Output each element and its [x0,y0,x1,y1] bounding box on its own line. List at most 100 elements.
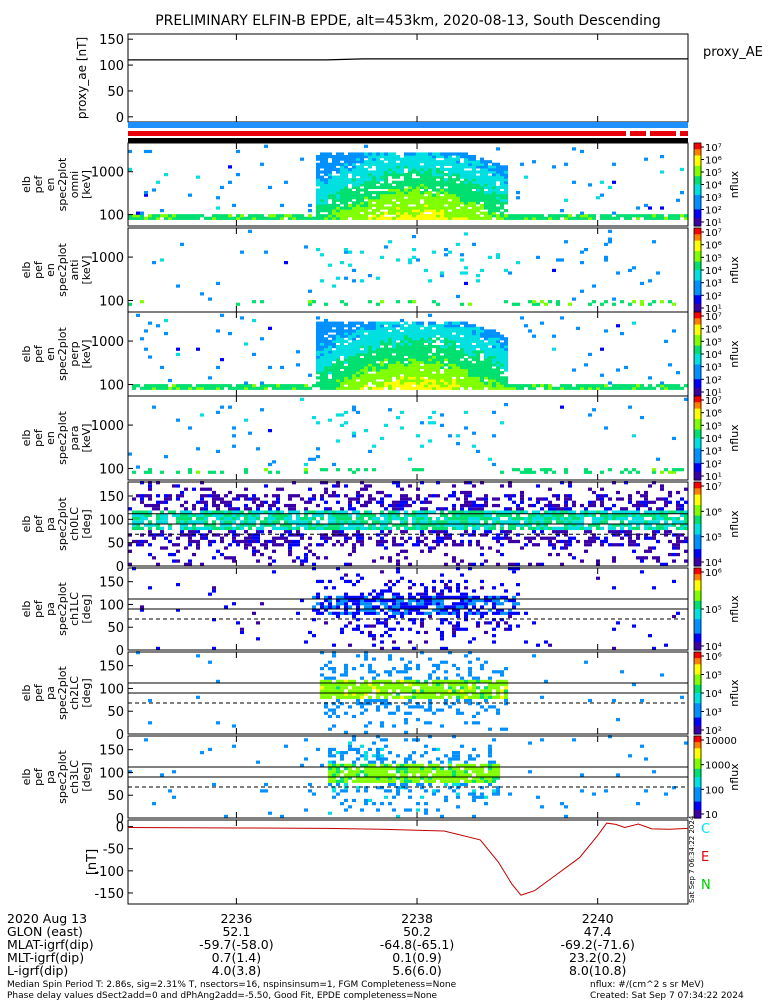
en-perp-cell [400,326,404,330]
pa-ch0-cell [676,539,680,544]
en-omni-cell [392,165,396,169]
pa-ch0-cbar-seg [694,511,701,515]
en-omni-cell [264,216,268,220]
pa-ch0-cell [284,526,288,531]
en-perp-cell [248,384,252,388]
en-omni-cell [364,206,368,210]
pa-ch0-cell [648,536,652,540]
en-omni-cell [500,198,504,202]
pa-ch0-cell [588,500,592,504]
en-para-cell [304,470,308,474]
en-perp-cell [164,384,168,388]
pa-ch0-cell [420,513,424,517]
en-para-cell [584,468,588,472]
en-perp-cell [260,337,264,341]
en-perp-cell [380,368,384,372]
pa-ch0-cell [224,503,228,508]
en-perp-cell [364,363,368,367]
en-omni-cell [492,191,496,195]
en-omni-cell [544,216,548,220]
en-omni-cell [368,206,372,210]
pa-ch0-cell [472,533,476,537]
pa-ch0-cell [160,546,164,550]
pa-ch0-cell [468,543,472,547]
en-para-cbar-ticklabel: 10⁵ [705,421,722,432]
en-omni-cell [460,155,464,159]
en-omni-cell [576,214,580,218]
en-omni-cell [452,173,456,177]
en-perp-cell [336,324,340,328]
pa-ch0-cell [380,500,384,504]
pa-ch0-cell [316,503,320,508]
en-omni-cell [368,170,372,174]
pa-ch0-cell [240,513,244,517]
en-perp-cell [400,337,404,341]
en-perp-cell [388,371,392,375]
pa-ch1-cell [348,643,352,647]
en-omni-cell [360,170,364,174]
en-omni-cell [476,160,480,164]
pa-ch0-cell [356,490,360,495]
pa-ch0-cell [412,510,416,514]
en-omni-cell [488,198,492,202]
en-perp-cell [400,368,404,372]
pa-ch0-cell [184,520,188,524]
en-para-cell [340,413,344,417]
pa-ch0-cell [564,533,568,537]
en-perp-cell [280,365,284,370]
pa-ch1-cell [348,621,352,625]
en-omni-cell [420,180,424,184]
en-perp-cell [452,345,456,349]
en-para-cell [664,468,668,472]
en-omni-cell [488,196,492,200]
pa-ch0-cell [452,510,456,514]
pa-ch0-cell [136,543,140,547]
en-perp-cell [404,378,408,383]
en-perp-cell [444,350,448,354]
en-perp-cell [240,316,244,320]
en-perp-cell [496,373,500,377]
en-omni-cell [452,203,456,208]
pa-ch0-cell [488,526,492,531]
en-perp-cell [412,378,416,383]
en-omni-cell [452,162,456,166]
en-anti-cbar-seg [694,309,701,313]
en-perp-cbar-seg [694,387,701,391]
en-perp-cell [400,360,404,364]
pa-ch0-cell [324,481,328,485]
en-perp-cell [368,350,372,354]
pa-ch1-cell [328,602,332,606]
en-omni-cell [420,196,424,200]
en-omni-cell [396,198,400,202]
en-omni-cbar-seg [694,178,701,181]
pa-ch0-cell [508,494,512,498]
en-perp-cbar-seg [694,341,701,345]
en-omni-cell [472,162,476,166]
en-omni-cell [336,152,340,156]
en-perp-cell [384,378,388,383]
en-perp-cell [316,381,320,385]
pa-ch0-cell [180,490,184,495]
pa-ch0-cell [344,539,348,544]
en-perp-cell [420,342,424,346]
pa-ch0-cell [248,507,252,511]
en-omni-cell [464,214,468,218]
en-perp-cell [492,334,496,338]
pa-ch0-cell [572,513,576,517]
en-omni-cell [384,211,388,215]
en-omni-cell [572,216,576,220]
pa-ch0-cell [228,510,232,514]
en-omni-cell [416,170,420,174]
pa-ch0-cell [488,513,492,517]
en-anti-cell [440,271,444,275]
en-perp-cell [400,334,404,338]
pa-ch0-cell [568,507,572,511]
en-perp-cell [252,384,256,388]
pa-ch0-cell [156,523,160,527]
pa-ch0-cell [160,533,164,537]
pa-ch1-cell [356,573,360,577]
pa-ch0-cell [564,546,568,550]
en-omni-cell [344,180,348,184]
pa-ch0-cell [196,530,200,534]
en-perp-cell [196,384,200,388]
